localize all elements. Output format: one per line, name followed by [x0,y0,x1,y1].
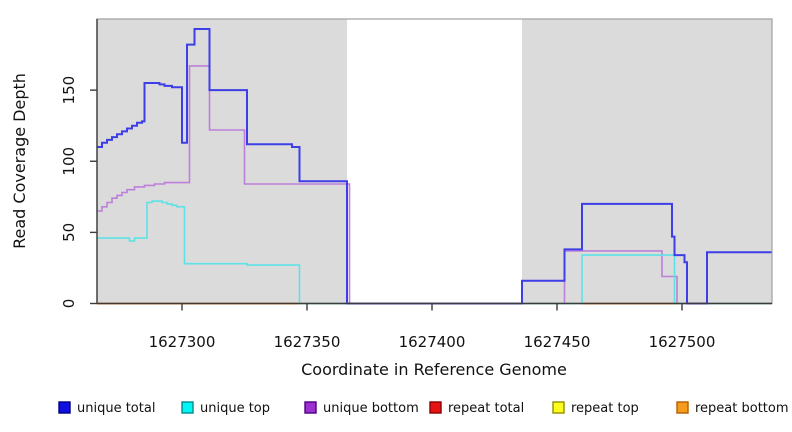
covered-region-band [97,19,347,304]
axes: 1627300 1627350 1627400 1627450 1627500 0 50 10… [60,19,772,351]
legend-label-repeat-top: repeat top [571,401,639,416]
legend-swatch-repeat-top [552,401,565,414]
y-axis-title: Read Coverage Depth [10,73,29,249]
covered-region-band [522,19,772,304]
legend-swatch-repeat-total [429,401,442,414]
y-tick-label: 100 [60,147,78,176]
series-line-unique-total [97,28,772,305]
legend-swatch-repeat-bottom [676,401,689,414]
x-tick-label: 1627350 [274,333,341,351]
legend-label-unique-bottom: unique bottom [323,401,419,416]
legend-label-repeat-bottom: repeat bottom [695,401,789,416]
x-tick-label: 1627450 [524,333,591,351]
legend-swatch-unique-total [58,401,71,414]
y-tick-label: 0 [60,299,78,309]
legend: unique total unique top unique bottom repea… [58,401,789,416]
y-tick-label: 50 [60,223,78,242]
legend-label-repeat-total: repeat total [448,401,524,416]
x-tick-label: 1627400 [399,333,466,351]
series-line-unique-bottom [97,65,772,305]
legend-swatch-unique-bottom [304,401,317,414]
x-tick-label: 1627300 [149,333,216,351]
x-axis-title: Coordinate in Reference Genome [301,360,567,379]
legend-swatch-unique-top [181,401,194,414]
legend-label-unique-total: unique total [77,401,155,416]
x-tick-label: 1627500 [649,333,716,351]
plot-background-bands [97,19,772,304]
legend-label-unique-top: unique top [200,401,270,416]
y-tick-label: 150 [60,76,78,105]
